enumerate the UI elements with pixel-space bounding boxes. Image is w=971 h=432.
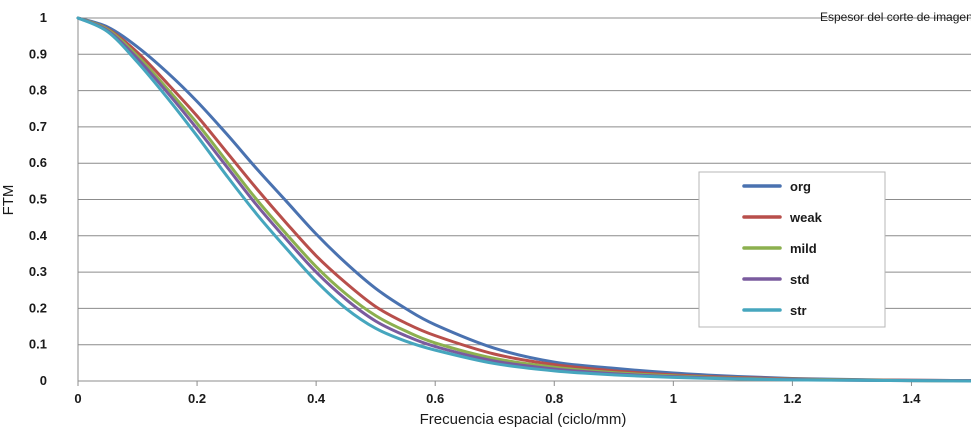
x-tick-label: 1.2: [783, 391, 801, 406]
legend-box: [698, 171, 886, 328]
series-layer: [76, 16, 971, 383]
x-tick-label: 1: [670, 391, 677, 406]
y-tick-label: 1: [40, 10, 47, 25]
x-tick-label: 0.4: [307, 391, 326, 406]
y-axis: 0 0.1 0.2 0.3 0.4 0.5 0.6 0.7 0.8 0.9 1: [29, 10, 79, 388]
x-axis: 0 0.2 0.4 0.6 0.8 1 1.2 1.4: [74, 380, 971, 406]
legend: org weak mild std str: [698, 171, 886, 328]
y-axis-title: FTM: [0, 185, 17, 216]
y-tick-label: 0.2: [29, 300, 47, 315]
chart-subtitle: Espesor del corte de imagen 0.5mm: [820, 10, 971, 24]
y-tick-label: 0.1: [29, 337, 47, 352]
y-tick-label: 0.4: [29, 228, 48, 243]
y-tick-label: 0.6: [29, 155, 47, 170]
y-tick-label: 0.7: [29, 119, 47, 134]
y-tick-label: 0.9: [29, 46, 47, 61]
legend-label-std: std: [790, 272, 810, 287]
y-tick-label: 0.8: [29, 83, 47, 98]
x-axis-title: Frecuencia espacial (ciclo/mm): [420, 411, 627, 428]
legend-label-org: org: [790, 179, 811, 194]
legend-label-str: str: [790, 303, 807, 318]
y-tick-label: 0.5: [29, 192, 47, 207]
y-tick-label: 0.3: [29, 264, 47, 279]
x-tick-label: 1.4: [902, 391, 921, 406]
x-tick-label: 0: [74, 391, 81, 406]
legend-label-mild: mild: [790, 241, 817, 256]
series-line-str: [76, 16, 971, 383]
x-tick-label: 0.6: [426, 391, 444, 406]
x-tick-label: 0.2: [188, 391, 206, 406]
x-tick-label: 0.8: [545, 391, 563, 406]
y-tick-label: 0: [40, 373, 47, 388]
legend-label-weak: weak: [789, 210, 823, 225]
